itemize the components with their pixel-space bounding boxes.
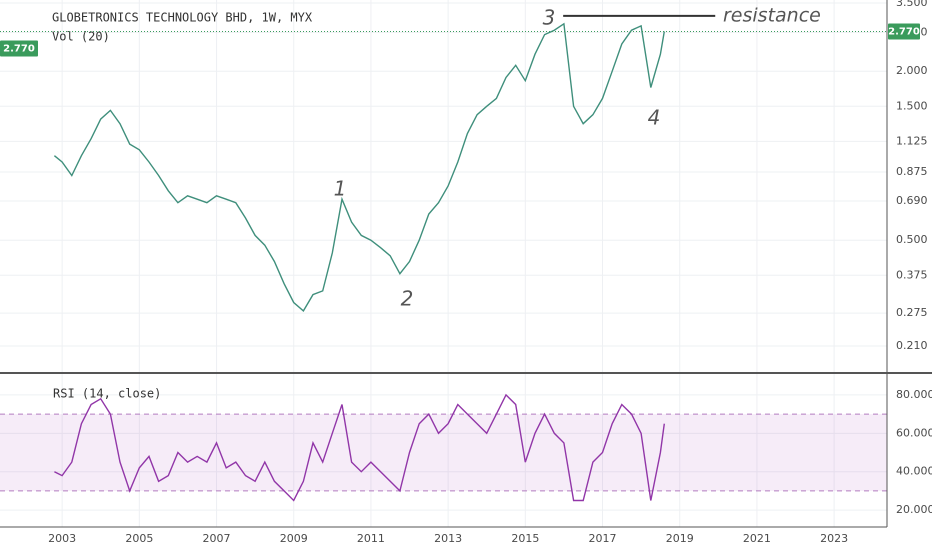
x-tick-label: 2011 xyxy=(357,532,385,545)
chart-title: GLOBETRONICS TECHNOLOGY BHD, 1W, MYX xyxy=(52,11,313,25)
annotation: 3 xyxy=(543,6,556,30)
last-price-label: 2.770 xyxy=(888,27,920,38)
last-price-box xyxy=(0,40,38,57)
y-tick-label: 80.0000 xyxy=(896,388,932,401)
annotation: resistance xyxy=(723,5,821,27)
y-tick-label: 1.125 xyxy=(896,134,928,147)
y-tick-label: 40.0000 xyxy=(896,465,932,478)
rsi-band xyxy=(0,414,887,491)
last-price-box xyxy=(888,23,920,40)
annotation: 4 xyxy=(648,106,661,130)
y-tick-label: 1.500 xyxy=(896,99,928,112)
y-tick-label: 2.000 xyxy=(896,64,928,77)
x-tick-label: 2003 xyxy=(48,532,76,545)
y-tick-label: 0.500 xyxy=(896,233,928,246)
x-tick-label: 2007 xyxy=(203,532,231,545)
y-tick-label: 0.875 xyxy=(896,165,928,178)
last-price-label: 2.770 xyxy=(3,44,35,55)
x-tick-label: 2019 xyxy=(666,532,694,545)
y-tick-label: 20.0000 xyxy=(896,503,932,516)
y-tick-label: 3.500 xyxy=(896,0,928,9)
rsi-title: RSI (14, close) xyxy=(53,387,161,401)
y-tick-label: 0.690 xyxy=(896,194,928,207)
x-tick-label: 2009 xyxy=(280,532,308,545)
x-tick-label: 2013 xyxy=(434,532,462,545)
volume-label: Vol (20) xyxy=(52,30,110,44)
line-series xyxy=(53,22,665,312)
line-series xyxy=(54,393,665,502)
y-tick-label: 60.0000 xyxy=(896,426,932,439)
x-tick-label: 2005 xyxy=(125,532,153,545)
x-tick-label: 2017 xyxy=(589,532,617,545)
y-tick-label: 0.275 xyxy=(896,306,928,319)
y-tick-label: 0.375 xyxy=(896,268,928,281)
y-tick-label: 0.210 xyxy=(896,339,928,352)
x-tick-label: 2015 xyxy=(511,532,539,545)
annotation: 2 xyxy=(401,287,414,311)
x-tick-label: 2023 xyxy=(820,532,848,545)
annotation: 1 xyxy=(334,177,347,201)
x-tick-label: 2021 xyxy=(743,532,771,545)
